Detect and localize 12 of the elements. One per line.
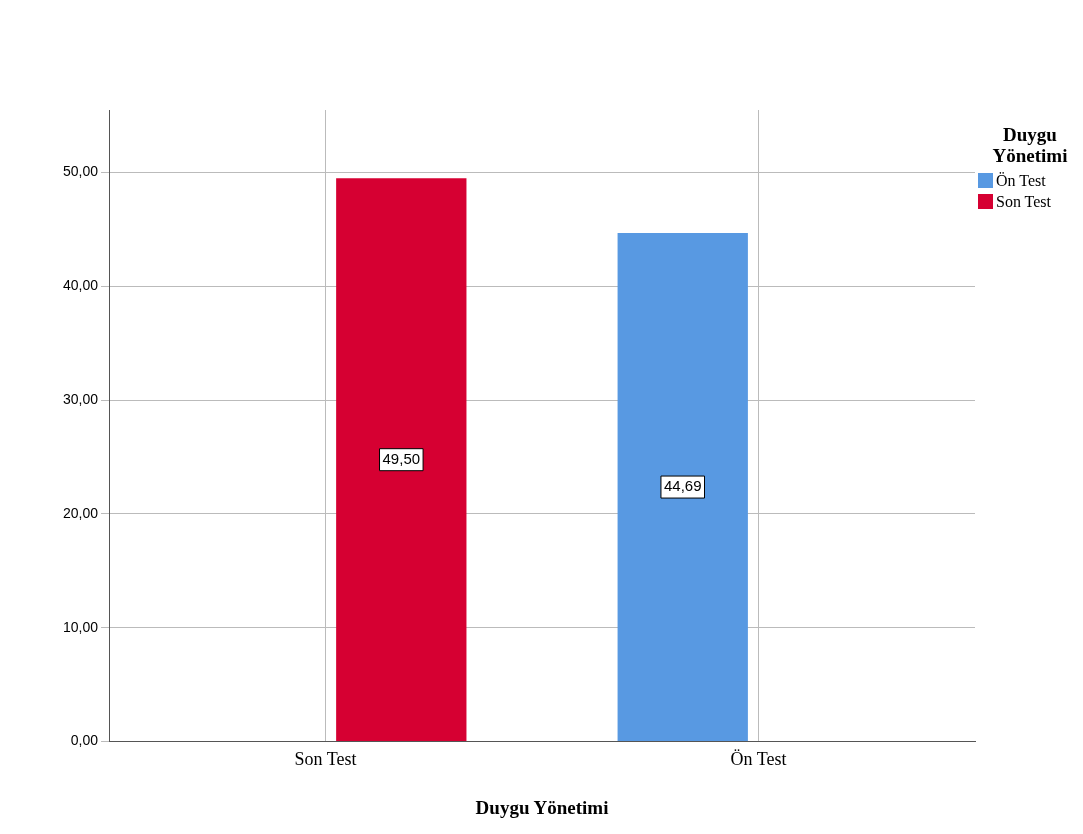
y-tick-label: 30,00: [62, 391, 99, 408]
legend-label: Son Test: [996, 192, 1052, 212]
y-tick-label: 10,00: [62, 618, 99, 635]
data-label: 44,69: [663, 477, 702, 495]
legend-title: Duygu Yönetimi: [991, 124, 1069, 166]
legend-label: Ön Test: [996, 171, 1046, 191]
y-tick-label: 40,00: [62, 277, 99, 294]
data-label: 49,50: [382, 449, 421, 467]
y-tick-label: 50,00: [62, 163, 99, 180]
y-tick-label: 0,00: [70, 732, 99, 749]
x-axis-title: Duygu Yönetimi: [475, 796, 609, 818]
y-tick-label: 20,00: [62, 504, 99, 521]
